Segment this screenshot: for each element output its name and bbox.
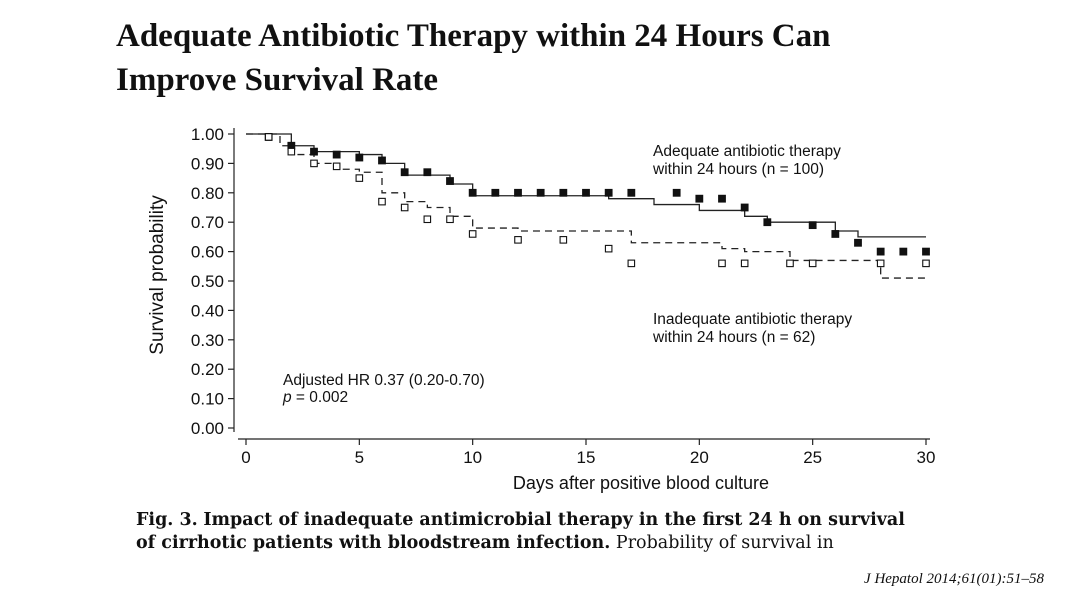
inadequate-marker-15 [740,259,749,268]
adequate-marker-26 [899,247,908,256]
adequate-marker-27 [922,247,930,256]
caption-fig-label: Fig. 3. [136,510,198,530]
chart-ticks: 0.00 0.10 0.20 0.30 0.40 0.50 0.60 0.70 0.80 0.90… [191,125,936,467]
p-annotation: p = 0.002 [282,389,348,406]
inadequate-marker-3 [332,162,341,171]
y-tick-label-10: 1.00 [191,125,224,144]
adequate-marker-18 [695,194,704,203]
x-tick-label-5: 25 [803,448,822,467]
inadequate-marker-6 [400,203,409,212]
p-label: p [282,389,292,406]
adequate-marker-15 [604,188,613,197]
caption-normal-line2: Probability of survival in [615,533,834,553]
km-survival-chart: 0.00 0.10 0.20 0.30 0.40 0.50 0.60 0.70 0.80 0.90… [147,125,936,493]
chart-axes [233,128,930,440]
adequate-marker-11 [514,188,522,197]
x-tick-label-0: 0 [241,448,250,467]
y-tick-label-0: 0.00 [191,419,224,438]
adequate-marker-7 [423,168,432,177]
inadequate-marker-7 [423,215,432,224]
inadequate-marker-1 [287,147,296,156]
legend-adequate-line2: within 24 hours (n = 100) [652,161,824,178]
inadequate-marker-4 [355,174,364,182]
y-tick-label-8: 0.80 [191,184,224,203]
y-tick-label-2: 0.20 [191,360,224,379]
y-tick-label-1: 0.10 [191,390,224,409]
adequate-marker-24 [854,238,862,247]
caption-bold-line1: Impact of inadequate antimicrobial thera… [203,510,905,530]
x-tick-label-6: 30 [917,448,936,467]
adequate-marker-17 [672,188,681,197]
slide-title-line2: Improve Survival Rate [116,62,439,98]
x-tick-label-1: 5 [355,448,364,467]
adequate-marker-10 [491,188,500,197]
inadequate-marker-9 [468,230,477,238]
caption-line1: Fig. 3. Impact of inadequate antimicrobi… [136,509,956,532]
y-tick-label-5: 0.50 [191,272,224,291]
adequate-marker-2 [310,147,318,156]
adequate-marker-14 [582,188,590,197]
series-line-inadequate [246,133,926,279]
legend-inadequate-line2: within 24 hours (n = 62) [652,329,815,346]
legend-adequate-line1: Adequate antibiotic therapy [653,143,841,160]
adequate-marker-23 [831,230,840,238]
y-axis-label: Survival probability [147,195,168,355]
inadequate-marker-2 [310,159,318,168]
inadequate-marker-13 [627,259,636,268]
inadequate-marker-19 [922,259,930,268]
y-tick-label-3: 0.30 [191,331,224,350]
inadequate-marker-8 [446,215,454,224]
inadequate-marker-16 [786,259,794,268]
y-tick-label-6: 0.60 [191,243,224,262]
adequate-marker-22 [808,221,817,230]
x-tick-label-4: 20 [690,448,709,467]
inadequate-marker-5 [378,197,386,206]
y-tick-label-4: 0.40 [191,301,224,320]
adequate-marker-21 [763,218,772,227]
inadequate-marker-0 [264,133,273,141]
slide-title: Adequate Antibiotic Therapy within 24 Ho… [116,14,1016,102]
adequate-marker-12 [536,188,545,197]
adequate-marker-13 [559,188,568,197]
chart-marker-layer [264,133,930,268]
adequate-marker-3 [332,150,341,159]
y-tick-label-7: 0.70 [191,213,224,232]
adequate-marker-5 [378,156,386,165]
adequate-marker-20 [740,203,749,212]
adequate-marker-4 [355,153,364,162]
x-axis-label: Days after positive blood culture [513,473,769,493]
x-tick-label-2: 10 [463,448,482,467]
adequate-marker-8 [446,177,454,185]
caption-line2: of cirrhotic patients with bloodstream i… [136,532,956,555]
inadequate-marker-17 [808,259,817,268]
slide-title-line1: Adequate Antibiotic Therapy within 24 Ho… [116,18,831,54]
adequate-marker-25 [876,247,885,256]
inadequate-marker-18 [876,259,885,268]
adequate-marker-16 [627,188,636,197]
p-value: = 0.002 [292,389,348,406]
hr-annotation: Adjusted HR 0.37 (0.20-0.70) [283,372,485,389]
adequate-marker-19 [718,194,726,203]
inadequate-marker-14 [718,259,726,268]
legend-inadequate-line1: Inadequate antibiotic therapy [653,311,852,328]
figure-caption: Fig. 3. Impact of inadequate antimicrobi… [136,509,956,555]
inadequate-marker-10 [514,236,522,244]
citation: J Hepatol 2014;61(01):51–58 [864,571,1044,587]
inadequate-marker-12 [604,244,613,253]
x-tick-label-3: 15 [577,448,596,467]
adequate-marker-9 [468,188,477,197]
inadequate-marker-11 [559,236,568,244]
y-tick-label-9: 0.90 [191,154,224,173]
adequate-marker-6 [400,168,409,177]
caption-bold-line2: of cirrhotic patients with bloodstream i… [136,533,611,553]
